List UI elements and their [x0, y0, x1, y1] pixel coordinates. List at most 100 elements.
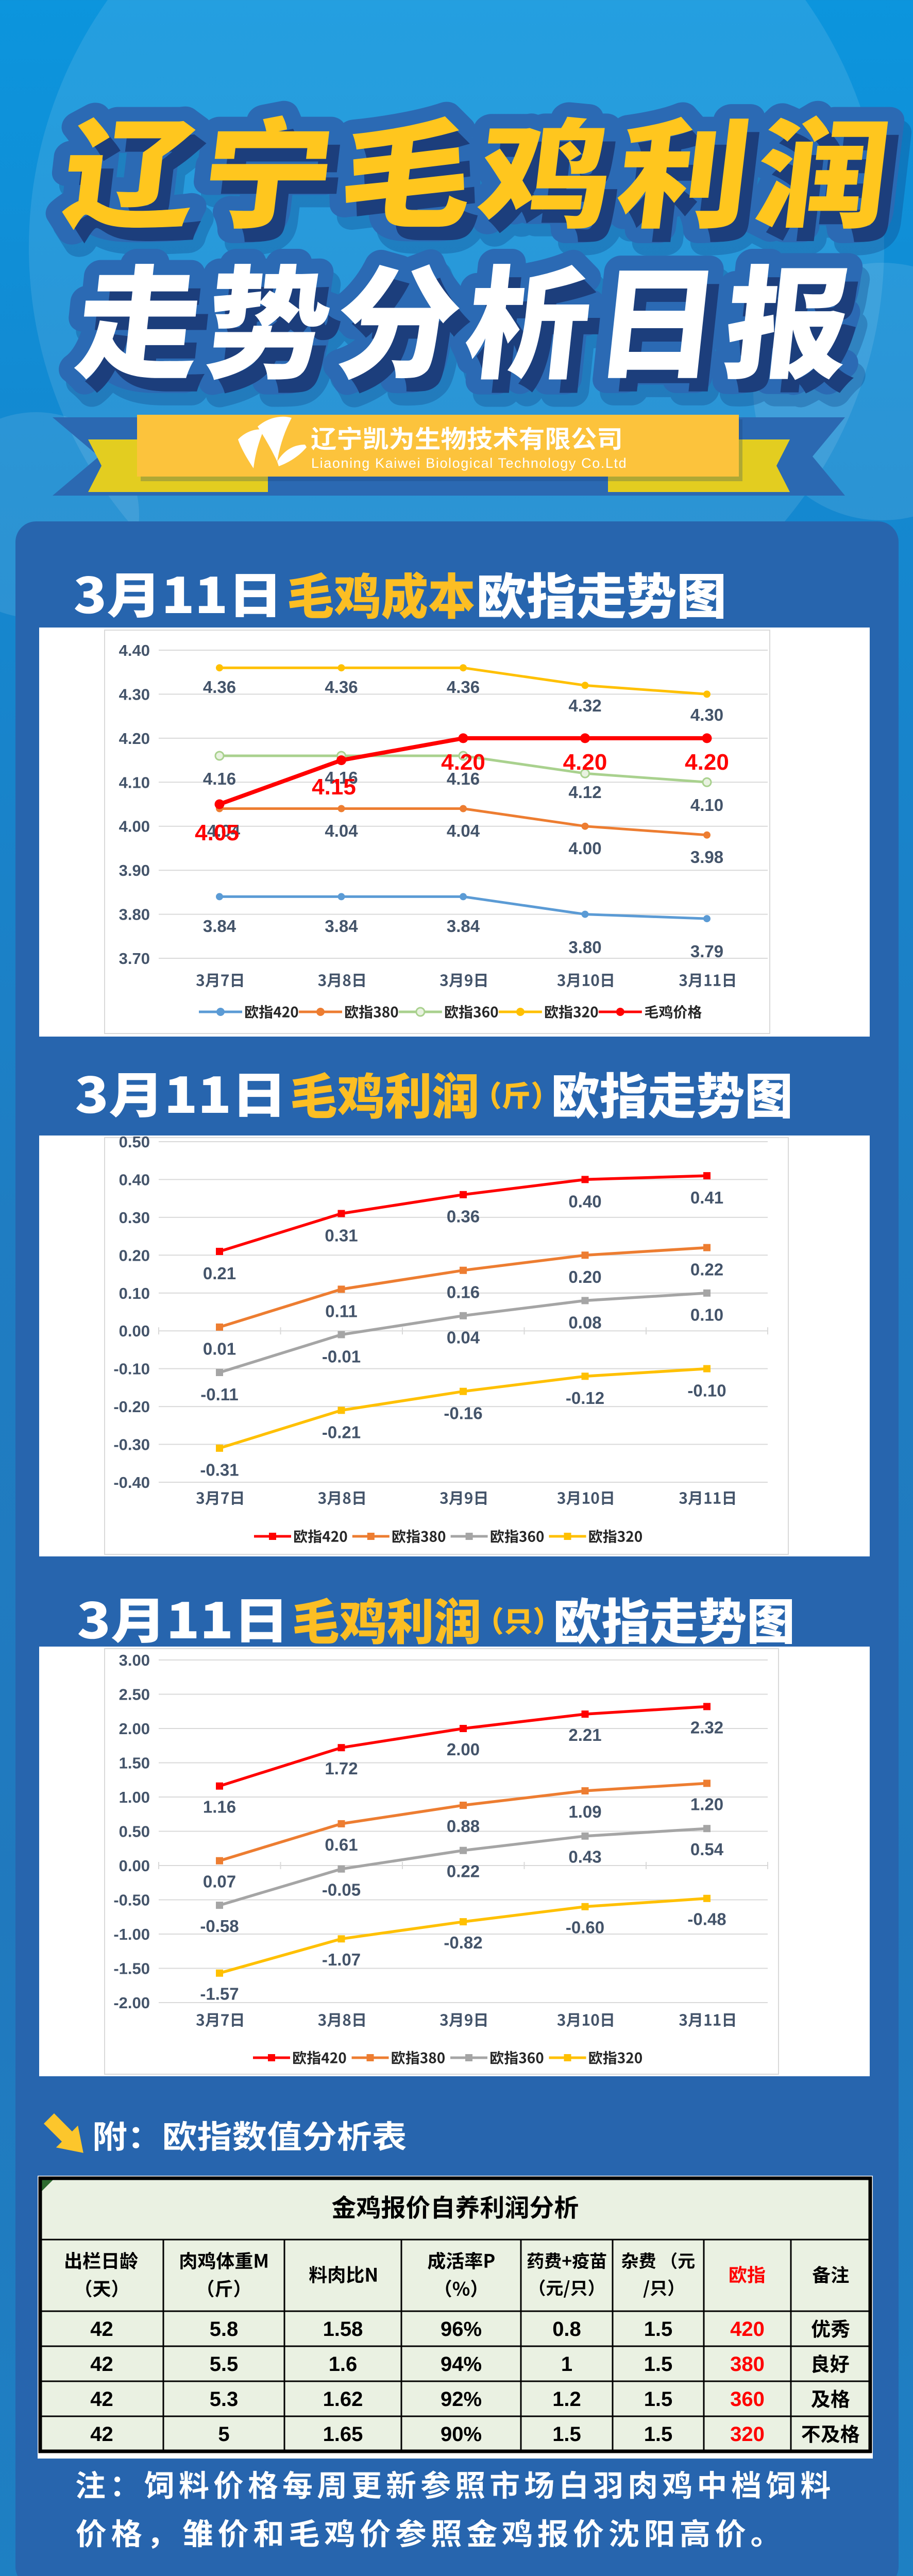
svg-text:0.88: 0.88: [447, 1817, 480, 1836]
svg-text:3.00: 3.00: [119, 1651, 150, 1669]
svg-text:-0.10: -0.10: [687, 1381, 726, 1400]
svg-text:1.6: 1.6: [329, 2353, 358, 2376]
svg-text:0.00: 0.00: [119, 1857, 150, 1875]
svg-text:4.04: 4.04: [447, 821, 480, 840]
svg-text:-0.05: -0.05: [322, 1880, 361, 1900]
svg-text:1.50: 1.50: [119, 1754, 150, 1772]
svg-text:90%: 90%: [441, 2423, 482, 2446]
svg-text:0.04: 0.04: [447, 1328, 480, 1347]
svg-text:-0.21: -0.21: [322, 1422, 361, 1442]
svg-text:-0.40: -0.40: [113, 1473, 150, 1492]
svg-text:4.04: 4.04: [207, 821, 241, 840]
svg-text:1.20: 1.20: [690, 1794, 723, 1814]
svg-text:4.00: 4.00: [568, 839, 601, 858]
svg-text:-2.00: -2.00: [113, 1994, 150, 2012]
svg-text:4.16: 4.16: [325, 768, 358, 787]
svg-text:4.10: 4.10: [690, 795, 723, 815]
svg-text:0.21: 0.21: [203, 1264, 236, 1283]
svg-text:-0.60: -0.60: [566, 1918, 604, 1937]
svg-text:0.54: 0.54: [690, 1840, 724, 1859]
svg-text:420: 420: [730, 2318, 765, 2341]
svg-text:3.84: 3.84: [447, 917, 480, 936]
svg-text:2.21: 2.21: [568, 1725, 601, 1744]
svg-text:-0.58: -0.58: [200, 1917, 239, 1936]
svg-text:5.3: 5.3: [210, 2388, 239, 2411]
svg-text:42: 42: [90, 2353, 113, 2376]
svg-text:0.8: 0.8: [552, 2318, 581, 2341]
svg-text:0.11: 0.11: [325, 1301, 357, 1320]
svg-text:0.50: 0.50: [119, 1823, 150, 1841]
svg-text:0.61: 0.61: [325, 1835, 358, 1854]
svg-text:42: 42: [90, 2318, 113, 2341]
svg-text:4.00: 4.00: [119, 818, 150, 836]
svg-text:4.30: 4.30: [119, 685, 150, 703]
svg-text:1.5: 1.5: [644, 2423, 673, 2446]
svg-text:-0.31: -0.31: [200, 1461, 239, 1480]
svg-text:0.20: 0.20: [119, 1246, 150, 1264]
svg-text:3.98: 3.98: [690, 848, 723, 867]
svg-text:1.5: 1.5: [644, 2353, 673, 2376]
svg-text:92%: 92%: [441, 2388, 482, 2411]
svg-text:2.00: 2.00: [447, 1740, 480, 1759]
svg-text:-0.20: -0.20: [113, 1398, 150, 1416]
svg-text:0.01: 0.01: [203, 1340, 236, 1359]
svg-text:0.50: 0.50: [119, 1133, 150, 1151]
svg-text:0.40: 0.40: [568, 1192, 601, 1211]
svg-text:5.8: 5.8: [210, 2318, 239, 2341]
svg-text:1.00: 1.00: [119, 1788, 150, 1806]
svg-text:0.16: 0.16: [447, 1283, 480, 1302]
svg-text:1.72: 1.72: [325, 1759, 358, 1778]
svg-text:-0.82: -0.82: [444, 1933, 482, 1952]
svg-text:3.80: 3.80: [119, 906, 150, 924]
svg-text:0.43: 0.43: [568, 1848, 601, 1867]
svg-text:4.32: 4.32: [568, 696, 601, 715]
svg-text:3.79: 3.79: [690, 942, 723, 961]
svg-text:0.00: 0.00: [119, 1322, 150, 1340]
svg-text:0.40: 0.40: [119, 1171, 150, 1189]
svg-text:0.22: 0.22: [447, 1862, 480, 1881]
svg-text:4.10: 4.10: [119, 773, 150, 791]
svg-text:4.12: 4.12: [568, 783, 601, 802]
svg-text:1.5: 1.5: [644, 2388, 673, 2411]
svg-text:2.00: 2.00: [119, 1720, 150, 1738]
svg-text:0.31: 0.31: [325, 1226, 358, 1245]
svg-text:-1.57: -1.57: [200, 1985, 239, 2004]
svg-text:0.07: 0.07: [203, 1872, 236, 1891]
svg-text:-1.50: -1.50: [113, 1960, 150, 1978]
svg-text:5.5: 5.5: [210, 2353, 239, 2376]
svg-text:-0.50: -0.50: [113, 1891, 150, 1909]
svg-text:0.41: 0.41: [690, 1188, 723, 1207]
svg-text:0.30: 0.30: [119, 1209, 150, 1227]
svg-text:4.36: 4.36: [447, 677, 480, 697]
svg-text:0.36: 0.36: [447, 1207, 480, 1226]
svg-text:320: 320: [730, 2423, 765, 2446]
svg-text:Liaoning Kaiwei Biological Tec: Liaoning Kaiwei Biological Technology Co…: [311, 455, 627, 471]
svg-text:1.09: 1.09: [568, 1802, 601, 1821]
svg-text:3.84: 3.84: [325, 917, 358, 936]
svg-text:1.16: 1.16: [203, 1798, 236, 1817]
svg-text:-0.30: -0.30: [113, 1436, 150, 1454]
svg-text:3.84: 3.84: [203, 917, 236, 936]
svg-text:2.50: 2.50: [119, 1686, 150, 1704]
svg-text:4.16: 4.16: [203, 769, 236, 788]
svg-text:380: 380: [730, 2353, 765, 2376]
svg-text:96%: 96%: [441, 2318, 482, 2341]
svg-text:1.58: 1.58: [323, 2318, 363, 2341]
svg-text:-1.07: -1.07: [322, 1950, 361, 1969]
svg-text:-0.10: -0.10: [113, 1360, 150, 1378]
svg-text:-0.48: -0.48: [687, 1910, 726, 1929]
svg-text:360: 360: [730, 2388, 765, 2411]
svg-text:3.70: 3.70: [119, 950, 150, 968]
svg-text:4.15: 4.15: [312, 774, 356, 800]
svg-text:1.5: 1.5: [552, 2423, 581, 2446]
svg-text:1.62: 1.62: [323, 2388, 363, 2411]
svg-text:4.20: 4.20: [685, 750, 729, 775]
svg-text:3.80: 3.80: [568, 938, 601, 957]
svg-text:4.16: 4.16: [447, 769, 480, 788]
svg-text:0.22: 0.22: [690, 1260, 723, 1279]
svg-text:1.2: 1.2: [552, 2388, 581, 2411]
svg-text:-0.01: -0.01: [322, 1347, 361, 1366]
svg-text:1.65: 1.65: [323, 2423, 363, 2446]
svg-text:0.08: 0.08: [568, 1313, 601, 1332]
svg-text:-0.16: -0.16: [444, 1404, 482, 1423]
